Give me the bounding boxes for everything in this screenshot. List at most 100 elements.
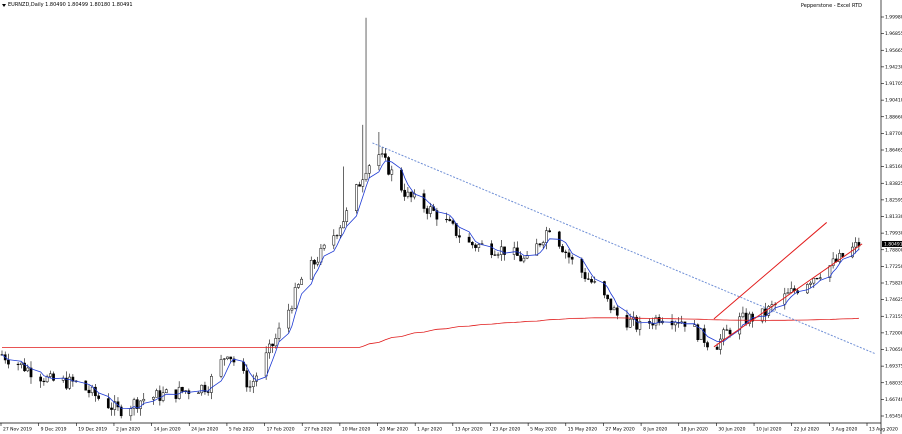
candle[interactable] — [345, 207, 349, 226]
candle[interactable] — [422, 189, 426, 213]
candle[interactable] — [477, 242, 481, 252]
candle[interactable] — [7, 353, 10, 369]
candle[interactable] — [335, 234, 339, 240]
candle[interactable] — [342, 166, 345, 229]
candle[interactable] — [702, 324, 706, 347]
candle[interactable] — [435, 207, 439, 226]
candle[interactable] — [522, 255, 526, 264]
candle[interactable] — [94, 384, 97, 402]
candle[interactable] — [854, 237, 858, 254]
candle[interactable] — [174, 389, 178, 403]
candle[interactable] — [670, 314, 674, 330]
candle[interactable] — [818, 273, 822, 281]
candle[interactable] — [725, 324, 729, 331]
candle[interactable] — [516, 241, 519, 256]
candle[interactable] — [719, 333, 722, 355]
candle[interactable] — [97, 392, 100, 401]
candle[interactable] — [332, 229, 336, 250]
candle[interactable] — [451, 218, 455, 226]
candle[interactable] — [425, 205, 429, 220]
candle[interactable] — [748, 311, 751, 327]
candle[interactable] — [512, 241, 516, 260]
candle[interactable] — [358, 181, 361, 187]
candle[interactable] — [638, 316, 642, 336]
candle[interactable] — [277, 322, 281, 342]
candle[interactable] — [45, 374, 49, 384]
candle[interactable] — [113, 395, 117, 416]
candle[interactable] — [19, 362, 23, 369]
candle[interactable] — [793, 285, 796, 294]
candle[interactable] — [499, 239, 503, 261]
candle[interactable] — [119, 404, 123, 419]
candle[interactable] — [380, 146, 384, 158]
candle[interactable] — [158, 385, 162, 406]
candle[interactable] — [364, 17, 368, 182]
candle[interactable] — [699, 328, 703, 341]
candle[interactable] — [309, 256, 313, 280]
candle[interactable] — [541, 240, 545, 249]
candle[interactable] — [29, 361, 33, 384]
candle[interactable] — [696, 323, 700, 342]
candle[interactable] — [84, 380, 88, 391]
candle[interactable] — [470, 241, 474, 249]
candle[interactable] — [609, 298, 613, 314]
candle[interactable] — [271, 343, 274, 353]
candle[interactable] — [48, 370, 52, 379]
candle[interactable] — [654, 314, 658, 330]
candle[interactable] — [545, 226, 548, 250]
candle[interactable] — [377, 131, 381, 171]
candle[interactable] — [355, 183, 358, 214]
candle[interactable] — [831, 252, 835, 269]
candle[interactable] — [161, 386, 165, 403]
candle[interactable] — [648, 318, 651, 329]
candle[interactable] — [809, 281, 812, 288]
candle[interactable] — [61, 375, 65, 383]
candle[interactable] — [293, 282, 297, 310]
candle[interactable] — [152, 396, 155, 405]
candle[interactable] — [316, 256, 320, 267]
candle[interactable] — [806, 283, 809, 294]
candle[interactable] — [219, 354, 223, 379]
candle[interactable] — [361, 124, 365, 193]
candle[interactable] — [767, 304, 771, 318]
candle[interactable] — [635, 314, 638, 333]
dropdown-triangle-icon[interactable] — [2, 3, 6, 7]
candle[interactable] — [490, 240, 494, 259]
candle[interactable] — [496, 252, 500, 259]
candle[interactable] — [448, 216, 452, 222]
candle[interactable] — [322, 243, 326, 251]
trendline-line[interactable] — [372, 142, 876, 355]
candle[interactable] — [706, 340, 709, 351]
candle[interactable] — [387, 155, 390, 176]
candle[interactable] — [187, 388, 191, 400]
candle[interactable] — [177, 381, 181, 400]
candle[interactable] — [764, 302, 767, 323]
candle[interactable] — [52, 371, 55, 382]
candle[interactable] — [722, 327, 725, 346]
candle[interactable] — [586, 272, 590, 281]
candle[interactable] — [625, 309, 629, 331]
candle[interactable] — [255, 372, 258, 387]
candle[interactable] — [106, 393, 110, 409]
candle[interactable] — [593, 276, 597, 284]
candle[interactable] — [612, 305, 616, 311]
candle[interactable] — [274, 333, 278, 349]
candle[interactable] — [287, 303, 291, 334]
candle[interactable] — [570, 254, 574, 265]
candle[interactable] — [741, 306, 745, 319]
candle[interactable] — [87, 385, 91, 398]
candle[interactable] — [786, 288, 790, 295]
candle[interactable] — [232, 356, 236, 366]
candle[interactable] — [403, 183, 407, 201]
candle[interactable] — [467, 233, 471, 243]
candle[interactable] — [338, 225, 342, 239]
candle[interactable] — [23, 358, 26, 372]
candle[interactable] — [16, 362, 20, 371]
candle[interactable] — [39, 373, 43, 388]
candle[interactable] — [657, 314, 661, 326]
candle[interactable] — [406, 187, 410, 199]
candle[interactable] — [139, 400, 142, 416]
candle[interactable] — [429, 202, 432, 218]
